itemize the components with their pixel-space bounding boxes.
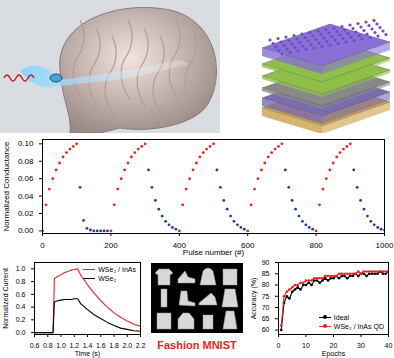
svg-text:85: 85 [262, 270, 270, 277]
svg-text:40: 40 [385, 342, 393, 349]
svg-text:0.6: 0.6 [30, 342, 40, 349]
svg-text:1.4: 1.4 [83, 342, 93, 349]
svg-text:0: 0 [40, 241, 45, 250]
svg-text:0.8: 0.8 [43, 342, 53, 349]
svg-text:90: 90 [262, 259, 270, 266]
svg-text:0.4: 0.4 [16, 303, 26, 310]
html-text:Ideal: Ideal [333, 314, 349, 321]
svg-text:60: 60 [262, 326, 270, 333]
svg-text:10: 10 [302, 342, 310, 349]
svg-text:0.06: 0.06 [18, 174, 34, 183]
svg-text:Fashion MNIST: Fashion MNIST [157, 339, 237, 351]
svg-text:0.6: 0.6 [16, 291, 26, 298]
svg-text:1.6: 1.6 [96, 342, 106, 349]
svg-text:Epochs: Epochs [322, 350, 346, 358]
svg-text:1.8: 1.8 [109, 342, 119, 349]
svg-text:0.8: 0.8 [16, 278, 26, 285]
svg-text:1.0: 1.0 [56, 342, 66, 349]
svg-text:1.0: 1.0 [16, 265, 26, 272]
svg-text:65: 65 [262, 315, 270, 322]
svg-text:0.0: 0.0 [16, 329, 26, 336]
svg-text:75: 75 [262, 292, 270, 299]
svg-text:800: 800 [309, 241, 323, 250]
svg-text:1.2: 1.2 [69, 342, 79, 349]
svg-text:Time (s): Time (s) [75, 350, 100, 358]
svg-text:0.00: 0.00 [18, 226, 34, 235]
svg-text:0.10: 0.10 [18, 139, 34, 148]
svg-text:Accuracy (%): Accuracy (%) [250, 278, 258, 320]
svg-text:20: 20 [330, 342, 338, 349]
svg-text:0.08: 0.08 [18, 157, 34, 166]
svg-text:400: 400 [172, 241, 186, 251]
svg-text:0.2: 0.2 [16, 316, 26, 323]
svg-text:200: 200 [104, 241, 118, 250]
svg-text:0.04: 0.04 [18, 192, 34, 201]
svg-text:80: 80 [262, 281, 270, 288]
html-text:WSe₂: WSe₂ [98, 275, 117, 282]
html-text:WSe₂ / InAs: WSe₂ / InAs [98, 266, 136, 273]
svg-text:2.2: 2.2 [136, 342, 146, 349]
svg-text:Normalized Conductance: Normalized Conductance [2, 141, 11, 231]
svg-text:2.0: 2.0 [122, 342, 132, 349]
svg-text:600: 600 [241, 241, 255, 251]
svg-text:Pulse number (#): Pulse number (#) [183, 248, 245, 257]
svg-text:30: 30 [357, 342, 365, 349]
html-text:WSe₂ / InAs QD: WSe₂ / InAs QD [333, 323, 384, 330]
svg-text:70: 70 [262, 304, 270, 311]
svg-text:0: 0 [277, 342, 281, 349]
svg-text:1000: 1000 [376, 241, 394, 250]
svg-text:Normalized Current: Normalized Current [2, 268, 9, 329]
svg-text:0.02: 0.02 [18, 209, 34, 218]
